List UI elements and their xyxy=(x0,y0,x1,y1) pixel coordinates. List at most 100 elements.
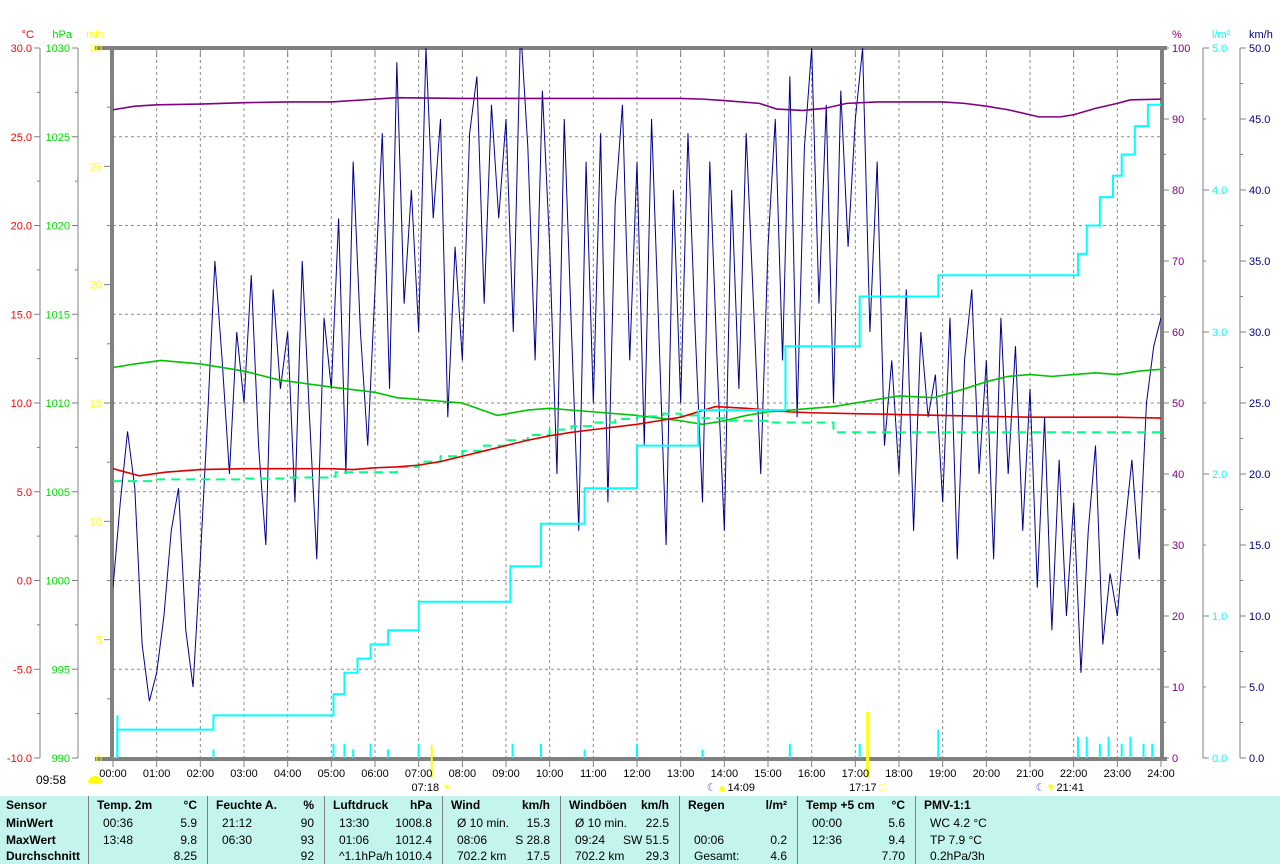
table-header-unit: km/h xyxy=(521,798,550,812)
axis-label-pressure: 1005 xyxy=(46,487,70,499)
axis-label-temp-c: 30.0 xyxy=(11,43,32,55)
table-cell-value: S 28.8 xyxy=(515,832,550,847)
axis-label-wind: 30.0 xyxy=(1249,327,1270,339)
axis-label-pressure: 1025 xyxy=(46,132,70,144)
axis-label-humidity: 20 xyxy=(1172,611,1184,623)
x-axis-label: 02:00 xyxy=(187,768,215,780)
axis-label-sunshine: 15 xyxy=(90,398,102,410)
weather-chart: -10.0 -5.0 0.0 5.0 10.0 15.0 20.0 25.0 30.0 °C 990… xyxy=(6,29,1273,794)
axis-label-pressure: 1000 xyxy=(46,576,70,588)
table-cell-time: 21:12 xyxy=(222,815,253,830)
table-cell: 702.2 km 17.5 xyxy=(443,848,560,864)
table-cell-time: 00:06 xyxy=(694,832,725,847)
axis-label-wind: 15.0 xyxy=(1249,540,1270,552)
axis-label-sunshine: 30 xyxy=(90,43,102,55)
x-axis-label: 12:00 xyxy=(623,768,651,780)
axis-label-sunshine: 20 xyxy=(90,280,102,292)
table-cell-time: 702.2 km xyxy=(457,849,507,863)
x-axis-label: 01:00 xyxy=(143,768,171,780)
axis-label-pressure: 1010 xyxy=(46,398,70,410)
table-col-luftdruck: Luftdruck hPa 13:30 1008.8 01:06 1012.4 ^1.1hP… xyxy=(324,796,442,864)
axis-label-temp-c: 0.0 xyxy=(17,576,32,588)
axis-label-rain: 0.0 xyxy=(1212,753,1227,765)
axis-label-sunshine: 10 xyxy=(90,516,102,528)
axis-label-temp-c: 10.0 xyxy=(11,398,32,410)
axis-label-humidity: 80 xyxy=(1172,185,1184,197)
table-cell-value: 5.9 xyxy=(180,815,197,830)
axis-label-wind: 20.0 xyxy=(1249,469,1270,481)
x-axis-label: 24:00 xyxy=(1147,768,1175,780)
table-header-name: Temp. 2m xyxy=(97,798,153,812)
table-cell: Ø 10 min. 15.3 xyxy=(443,814,560,831)
table-header-name: Temp +5 cm xyxy=(806,798,875,812)
table-cell-time: 01:06 xyxy=(339,832,370,847)
table-cell: 08:06 S 28.8 xyxy=(443,831,560,848)
table-cell-value: 90 xyxy=(300,815,314,830)
x-axis-label: 04:00 xyxy=(274,768,302,780)
axis-label-humidity: 0 xyxy=(1172,753,1178,765)
table-cell-value: 8.25 xyxy=(173,849,197,863)
axis-label-sunshine: 5 xyxy=(96,635,102,647)
table-cell-time: 09:24 xyxy=(575,832,606,847)
table-cell-time: 06:30 xyxy=(222,832,253,847)
table-cell-value: 17.5 xyxy=(526,849,550,863)
table-col-temp-+5-cm: Temp +5 cm °C 00:00 5.6 12:36 9.4 7.70 xyxy=(797,796,915,864)
table-cell-value: 92 xyxy=(300,849,314,863)
table-cell: 21:12 90 xyxy=(208,814,324,831)
x-axis-label: 10:00 xyxy=(536,768,564,780)
axis-label-rain: 3.0 xyxy=(1212,327,1227,339)
x-axis-label: 05:00 xyxy=(318,768,346,780)
x-axis-label: 23:00 xyxy=(1104,768,1132,780)
table-header-name: Feuchte A. xyxy=(216,798,277,812)
table-header-unit: l/m² xyxy=(765,798,787,812)
table-cell-value: 0.2 xyxy=(770,832,787,847)
table-header-unit: % xyxy=(303,798,314,812)
table-cell-value: 9.4 xyxy=(888,832,905,847)
series-wind-gusts-line xyxy=(113,48,1161,702)
table-header-unit: km/h xyxy=(640,798,669,812)
series-temp-2m-line xyxy=(113,405,1161,477)
table-cell-time: 08:06 xyxy=(457,832,488,847)
axis-label-humidity: 10 xyxy=(1172,682,1184,694)
axis-unit-humidity: % xyxy=(1172,29,1182,41)
table-cell-value: 22.5 xyxy=(645,815,669,830)
table-cell: Gesamt: 4.6 xyxy=(680,848,797,864)
axis-label-sunshine: 25 xyxy=(90,161,102,173)
axis-unit-rain: l/m² xyxy=(1212,29,1231,41)
axis-label-wind: 50.0 xyxy=(1249,43,1270,55)
axis-label-humidity: 100 xyxy=(1172,43,1190,55)
table-cell-value: 1008.8 xyxy=(395,815,432,830)
table-cell-value: 5.6 xyxy=(888,815,905,830)
table-cell: 13:30 1008.8 xyxy=(325,814,442,831)
series-rain-cumulative-line xyxy=(113,103,1161,758)
axis-label-humidity: 70 xyxy=(1172,256,1184,268)
axis-unit-temp-c: °C xyxy=(22,29,34,41)
plot-border-right xyxy=(1160,46,1164,761)
plot-border-left xyxy=(110,46,114,761)
axis-unit-sunshine: min xyxy=(86,29,104,41)
table-cell-time: 702.2 km xyxy=(575,849,625,863)
table-cell-time: Ø 10 min. xyxy=(575,815,628,830)
table-cell: 00:36 5.9 xyxy=(89,814,207,831)
table-header-name: Regen xyxy=(688,798,725,812)
table-cell: 702.2 km 29.3 xyxy=(561,848,679,864)
table-cell-value: 4.6 xyxy=(770,849,787,863)
axis-label-humidity: 50 xyxy=(1172,398,1184,410)
row-label-maxwert: MaxWert xyxy=(6,832,56,847)
axis-label-pressure: 1015 xyxy=(46,309,70,321)
axis-label-wind: 35.0 xyxy=(1249,256,1270,268)
x-axis-label: 09:00 xyxy=(492,768,520,780)
axis-label-wind: 0.0 xyxy=(1249,753,1264,765)
table-header-name: PMV-1:1 xyxy=(924,798,971,812)
axis-label-wind: 10.0 xyxy=(1249,611,1270,623)
plot-border-bottom xyxy=(95,757,1167,761)
table-header-name: Windböen xyxy=(569,798,627,812)
table-cell-time: 12:36 xyxy=(812,832,843,847)
x-axis-label: 19:00 xyxy=(929,768,957,780)
table-cell-time: 13:30 xyxy=(339,815,370,830)
sun-possible-label: 09:58 xyxy=(36,773,66,787)
table-col-temp-2m: Temp. 2m °C 00:36 5.9 13:48 9.8 8.25 xyxy=(88,796,207,864)
row-label-minwert: MinWert xyxy=(6,815,54,830)
axis-label-wind: 45.0 xyxy=(1249,114,1270,126)
axis-label-pressure: 1020 xyxy=(46,221,70,233)
